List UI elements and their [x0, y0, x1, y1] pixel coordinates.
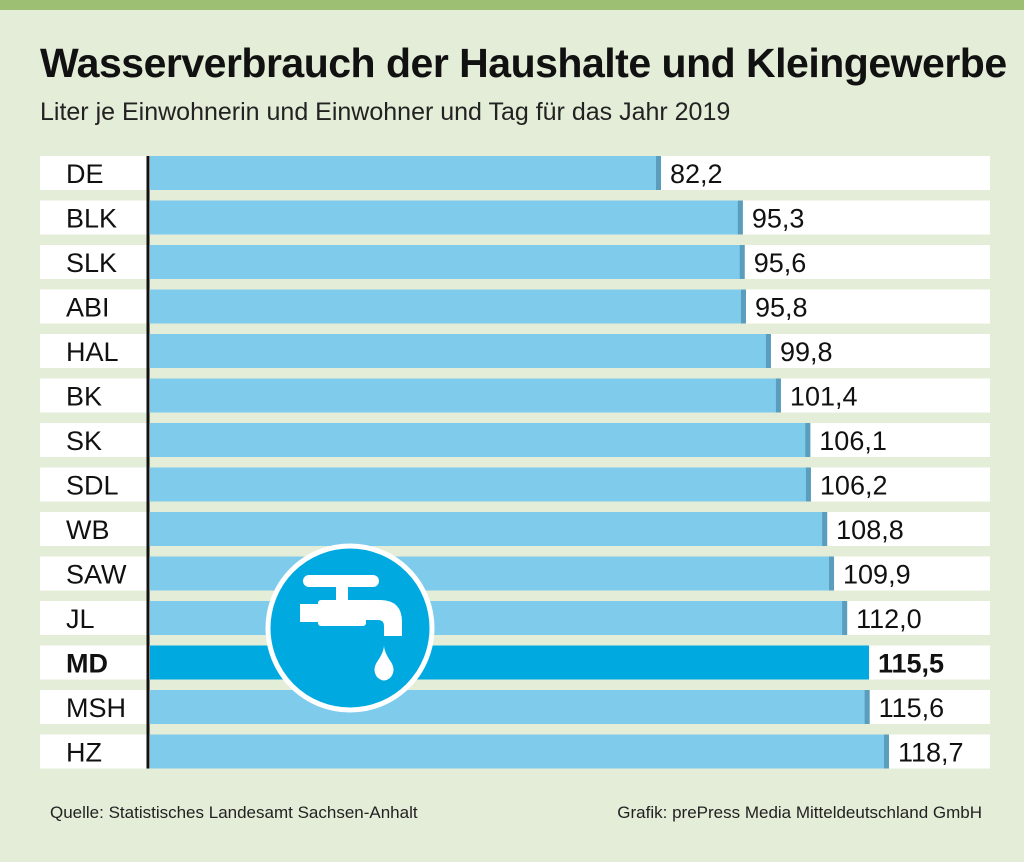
bar-shadow — [805, 423, 811, 457]
value-label: 95,6 — [754, 248, 807, 278]
chart-subtitle: Liter je Einwohnerin und Einwohner und T… — [40, 98, 731, 126]
source-note: Quelle: Statistisches Landesamt Sachsen-… — [50, 803, 418, 822]
water-tap-icon — [265, 543, 435, 713]
category-label: SLK — [66, 248, 117, 278]
bar-slk — [150, 245, 745, 279]
value-label: 109,9 — [843, 560, 911, 590]
category-label: WB — [66, 515, 110, 545]
credit-note: Grafik: prePress Media Mitteldeutschland… — [617, 803, 982, 822]
category-label: BK — [66, 382, 102, 412]
bar-md — [150, 645, 870, 680]
bar-shadow — [829, 556, 835, 591]
value-label: 118,7 — [898, 738, 964, 768]
bar-shadow — [737, 200, 743, 235]
category-label: BLK — [66, 204, 117, 234]
category-label: ABI — [66, 293, 110, 323]
category-label: HAL — [66, 337, 119, 367]
bar-de — [150, 156, 661, 190]
bar-shadow — [822, 512, 828, 546]
bar-shadow — [864, 690, 870, 724]
bar-shadow — [775, 378, 781, 413]
value-label: 101,4 — [790, 382, 858, 412]
category-label: MSH — [66, 693, 126, 723]
bar-shadow — [739, 245, 745, 279]
bar-shadow — [805, 467, 811, 502]
chart-title: Wasserverbrauch der Haushalte und Kleing… — [40, 40, 1007, 86]
bar-shadow — [740, 289, 746, 324]
bar-jl — [150, 601, 848, 635]
category-label: DE — [66, 159, 104, 189]
value-label: 112,0 — [856, 604, 922, 634]
value-label: 106,2 — [820, 471, 888, 501]
category-label: MD — [66, 649, 108, 679]
category-label: HZ — [66, 738, 102, 768]
value-label: 95,3 — [752, 204, 805, 234]
value-label: 115,5 — [878, 649, 944, 679]
bar-msh — [150, 690, 870, 724]
bar-shadow — [656, 156, 661, 190]
bar-blk — [150, 200, 743, 235]
value-label: 115,6 — [879, 693, 945, 723]
bar-saw — [150, 556, 835, 591]
bar-bk — [150, 378, 781, 413]
category-label: SK — [66, 426, 102, 456]
bar-sk — [150, 423, 811, 457]
bar-sdl — [150, 467, 811, 502]
value-label: 108,8 — [836, 515, 904, 545]
value-label: 99,8 — [780, 337, 833, 367]
category-label: JL — [66, 604, 95, 634]
bar-wb — [150, 512, 828, 546]
bar-hal — [150, 334, 771, 368]
value-label: 82,2 — [670, 159, 723, 189]
value-label: 95,8 — [755, 293, 808, 323]
bar-shadow — [884, 734, 889, 769]
bar-shadow — [842, 601, 848, 635]
value-label: 106,1 — [819, 426, 887, 456]
category-label: SDL — [66, 471, 119, 501]
bar-shadow — [765, 334, 771, 368]
bar-abi — [150, 289, 746, 324]
bar-hz — [150, 734, 889, 769]
category-label: SAW — [66, 560, 127, 590]
